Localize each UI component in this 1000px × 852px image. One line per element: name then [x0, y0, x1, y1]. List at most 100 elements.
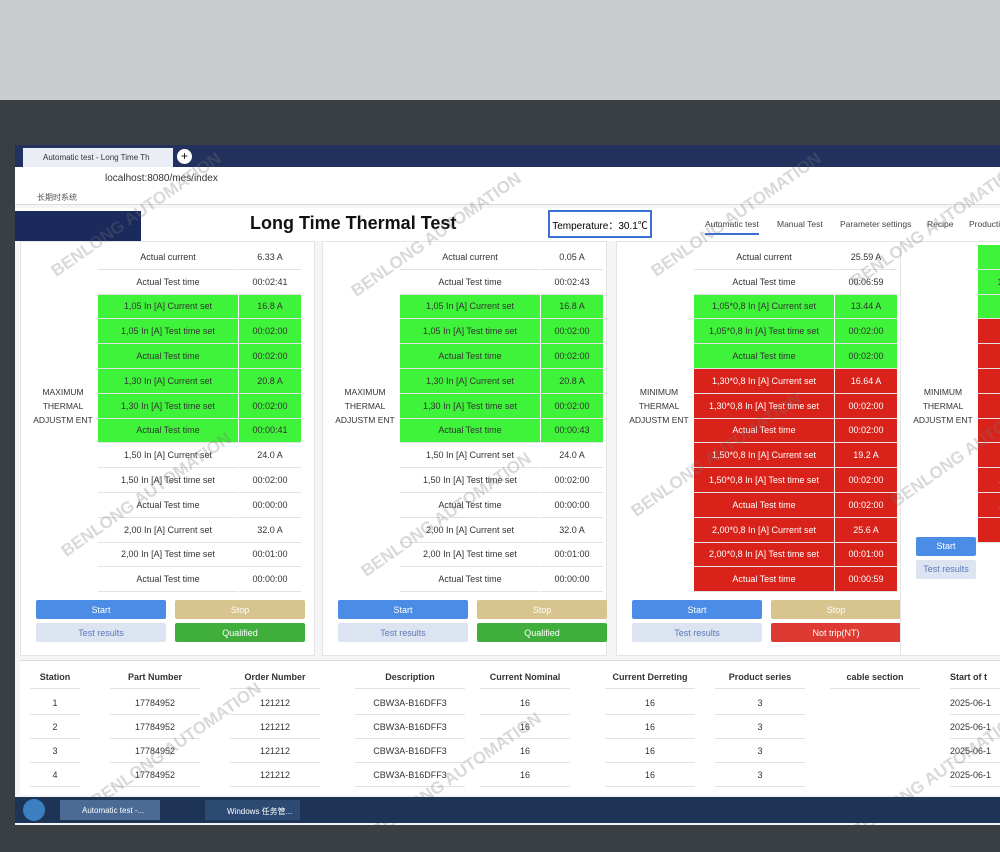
row-value: 00:00:00 — [239, 493, 301, 518]
row-value: 00:01:00 — [835, 542, 897, 568]
address-bar[interactable]: localhost:8080/mes/index — [15, 167, 1000, 190]
nav-item[interactable]: Parameter settings — [840, 219, 912, 229]
row-value: 00:02:00 — [239, 344, 301, 369]
table-cell: 2025-06-1 — [950, 739, 1000, 763]
row-label: 1,05 In [A] Current set — [400, 294, 540, 320]
test-results-button[interactable]: Test results — [36, 623, 166, 643]
row-label: Actual Test time — [694, 344, 834, 369]
new-tab[interactable]: + — [177, 149, 192, 164]
row-label: Actual Test time — [98, 493, 238, 518]
row-label: 2,00*0,8 In [A] Current set — [694, 517, 834, 543]
row-label: 2,00 In [A] Test time set — [400, 543, 540, 568]
row-value: 00:00:41 — [239, 418, 301, 444]
browser-tab[interactable]: Automatic test - Long Time Th — [23, 148, 173, 167]
table-cell: 121212 — [230, 691, 320, 715]
status-badge: Qualified — [477, 623, 607, 643]
table-cell: 17784952 — [110, 763, 200, 787]
row-label: 1,50*0,8 In [A] Test time set — [694, 468, 834, 493]
nav-item[interactable]: Manual Test — [777, 219, 823, 229]
table-cell: 4 — [30, 763, 80, 787]
row-value: 00:00:00 — [541, 567, 603, 593]
table-cell: 3 — [715, 715, 805, 739]
row-label: Actual Test time — [400, 270, 540, 295]
row-label: Actual Test time — [400, 567, 540, 593]
logo-block — [15, 211, 141, 241]
row-value: 00:00:00 — [239, 567, 301, 593]
row-label: 1,05 In [A] Test time set — [400, 319, 540, 345]
taskbar: Automatic test -... Windows 任务管... — [15, 797, 1000, 823]
row-label: 1,30 In [A] Test time set — [400, 393, 540, 419]
temperature: Temperature：30.1℃ — [548, 210, 652, 238]
table-cell: 121212 — [230, 739, 320, 763]
start-button[interactable]: Start — [916, 536, 976, 556]
side-label: MAXIMUM THERMAL ADJUSTM ENT — [33, 387, 93, 425]
row-value: 00:02:00 — [835, 418, 897, 444]
test-results-button[interactable]: Test results — [916, 559, 976, 579]
row-label: Actual current — [98, 245, 238, 270]
row-value: 32.0 A — [541, 518, 603, 543]
row-label: 2,00 — [978, 468, 1000, 493]
test-results-button[interactable]: Test results — [632, 623, 762, 643]
row-label: 1,50 — [978, 393, 1000, 419]
table-cell: 3 — [715, 691, 805, 715]
table-cell: 121212 — [230, 715, 320, 739]
taskbar-item[interactable]: Automatic test -... — [60, 800, 160, 820]
stop-button[interactable]: Stop — [771, 600, 901, 620]
row-value: 32.0 A — [239, 518, 301, 543]
row-value: 00:00:43 — [541, 418, 603, 444]
taskbar-item[interactable]: Windows 任务管... — [205, 800, 300, 820]
stop-button[interactable]: Stop — [477, 600, 607, 620]
row-label: 1,50 — [978, 418, 1000, 444]
table-cell: 16 — [480, 715, 570, 739]
row-label: 1,50 In [A] Current set — [98, 443, 238, 469]
row-label: 1,30 In [A] Test time set — [98, 393, 238, 419]
row-value: 00:02:00 — [835, 468, 897, 493]
row-value: 00:02:00 — [541, 319, 603, 345]
table-cell: 2025-06-1 — [950, 763, 1000, 787]
column-header: Description — [355, 665, 465, 689]
row-value: 24.0 A — [541, 443, 603, 469]
table-cell: 16 — [605, 763, 695, 787]
row-value: 19.2 A — [835, 443, 897, 469]
table-cell: 17784952 — [110, 715, 200, 739]
app-header: Long Time Thermal Test Temperature：30.1℃… — [15, 208, 1000, 241]
column-header: Station — [30, 665, 80, 689]
start-button[interactable]: Start — [338, 600, 468, 620]
nav-item[interactable]: Automatic test — [705, 219, 759, 235]
row-label: 1,05 In [A] Test time set — [98, 319, 238, 345]
row-value: 00:06:59 — [835, 270, 897, 295]
status-badge: Not trip(NT) — [771, 623, 901, 643]
bookmark[interactable]: 长期时系统 — [15, 190, 1000, 205]
table — [20, 660, 1000, 795]
row-value: 00:02:00 — [541, 393, 603, 419]
table-cell: 17784952 — [110, 739, 200, 763]
test-results-button[interactable]: Test results — [338, 623, 468, 643]
row-value: 20.8 A — [239, 369, 301, 394]
row-label — [978, 294, 1000, 320]
start-orb[interactable] — [23, 799, 45, 821]
row-value: 00:02:00 — [541, 344, 603, 369]
stop-button[interactable]: Stop — [175, 600, 305, 620]
start-button[interactable]: Start — [36, 600, 166, 620]
row-value: 00:02:00 — [541, 468, 603, 493]
start-button[interactable]: Start — [632, 600, 762, 620]
app-title: Long Time Thermal Test — [250, 213, 457, 233]
row-label: 1,30 In [A] Current set — [400, 369, 540, 394]
row-label: 1,05 — [978, 245, 1000, 270]
row-label: 1,50 In [A] Current set — [400, 443, 540, 469]
row-value: 00:02:00 — [835, 344, 897, 369]
column-header: Part Number — [110, 665, 200, 689]
nav-item[interactable]: Producti — [969, 219, 1000, 229]
nav-item[interactable]: Recipe — [927, 219, 954, 229]
row-value: 24.0 A — [239, 443, 301, 469]
row-value: 00:02:41 — [239, 270, 301, 295]
row-label: Actual Test time — [694, 567, 834, 593]
row-label: 1,30 — [978, 344, 1000, 369]
table-cell: 16 — [480, 691, 570, 715]
table-cell: 3 — [30, 739, 80, 763]
table-cell: 121212 — [230, 763, 320, 787]
row-value: 00:01:00 — [239, 543, 301, 568]
row-label: Actual current — [400, 245, 540, 270]
row-label: Actual Test time — [400, 418, 540, 444]
table-cell: CBW3A-B16DFF3 — [355, 739, 465, 763]
